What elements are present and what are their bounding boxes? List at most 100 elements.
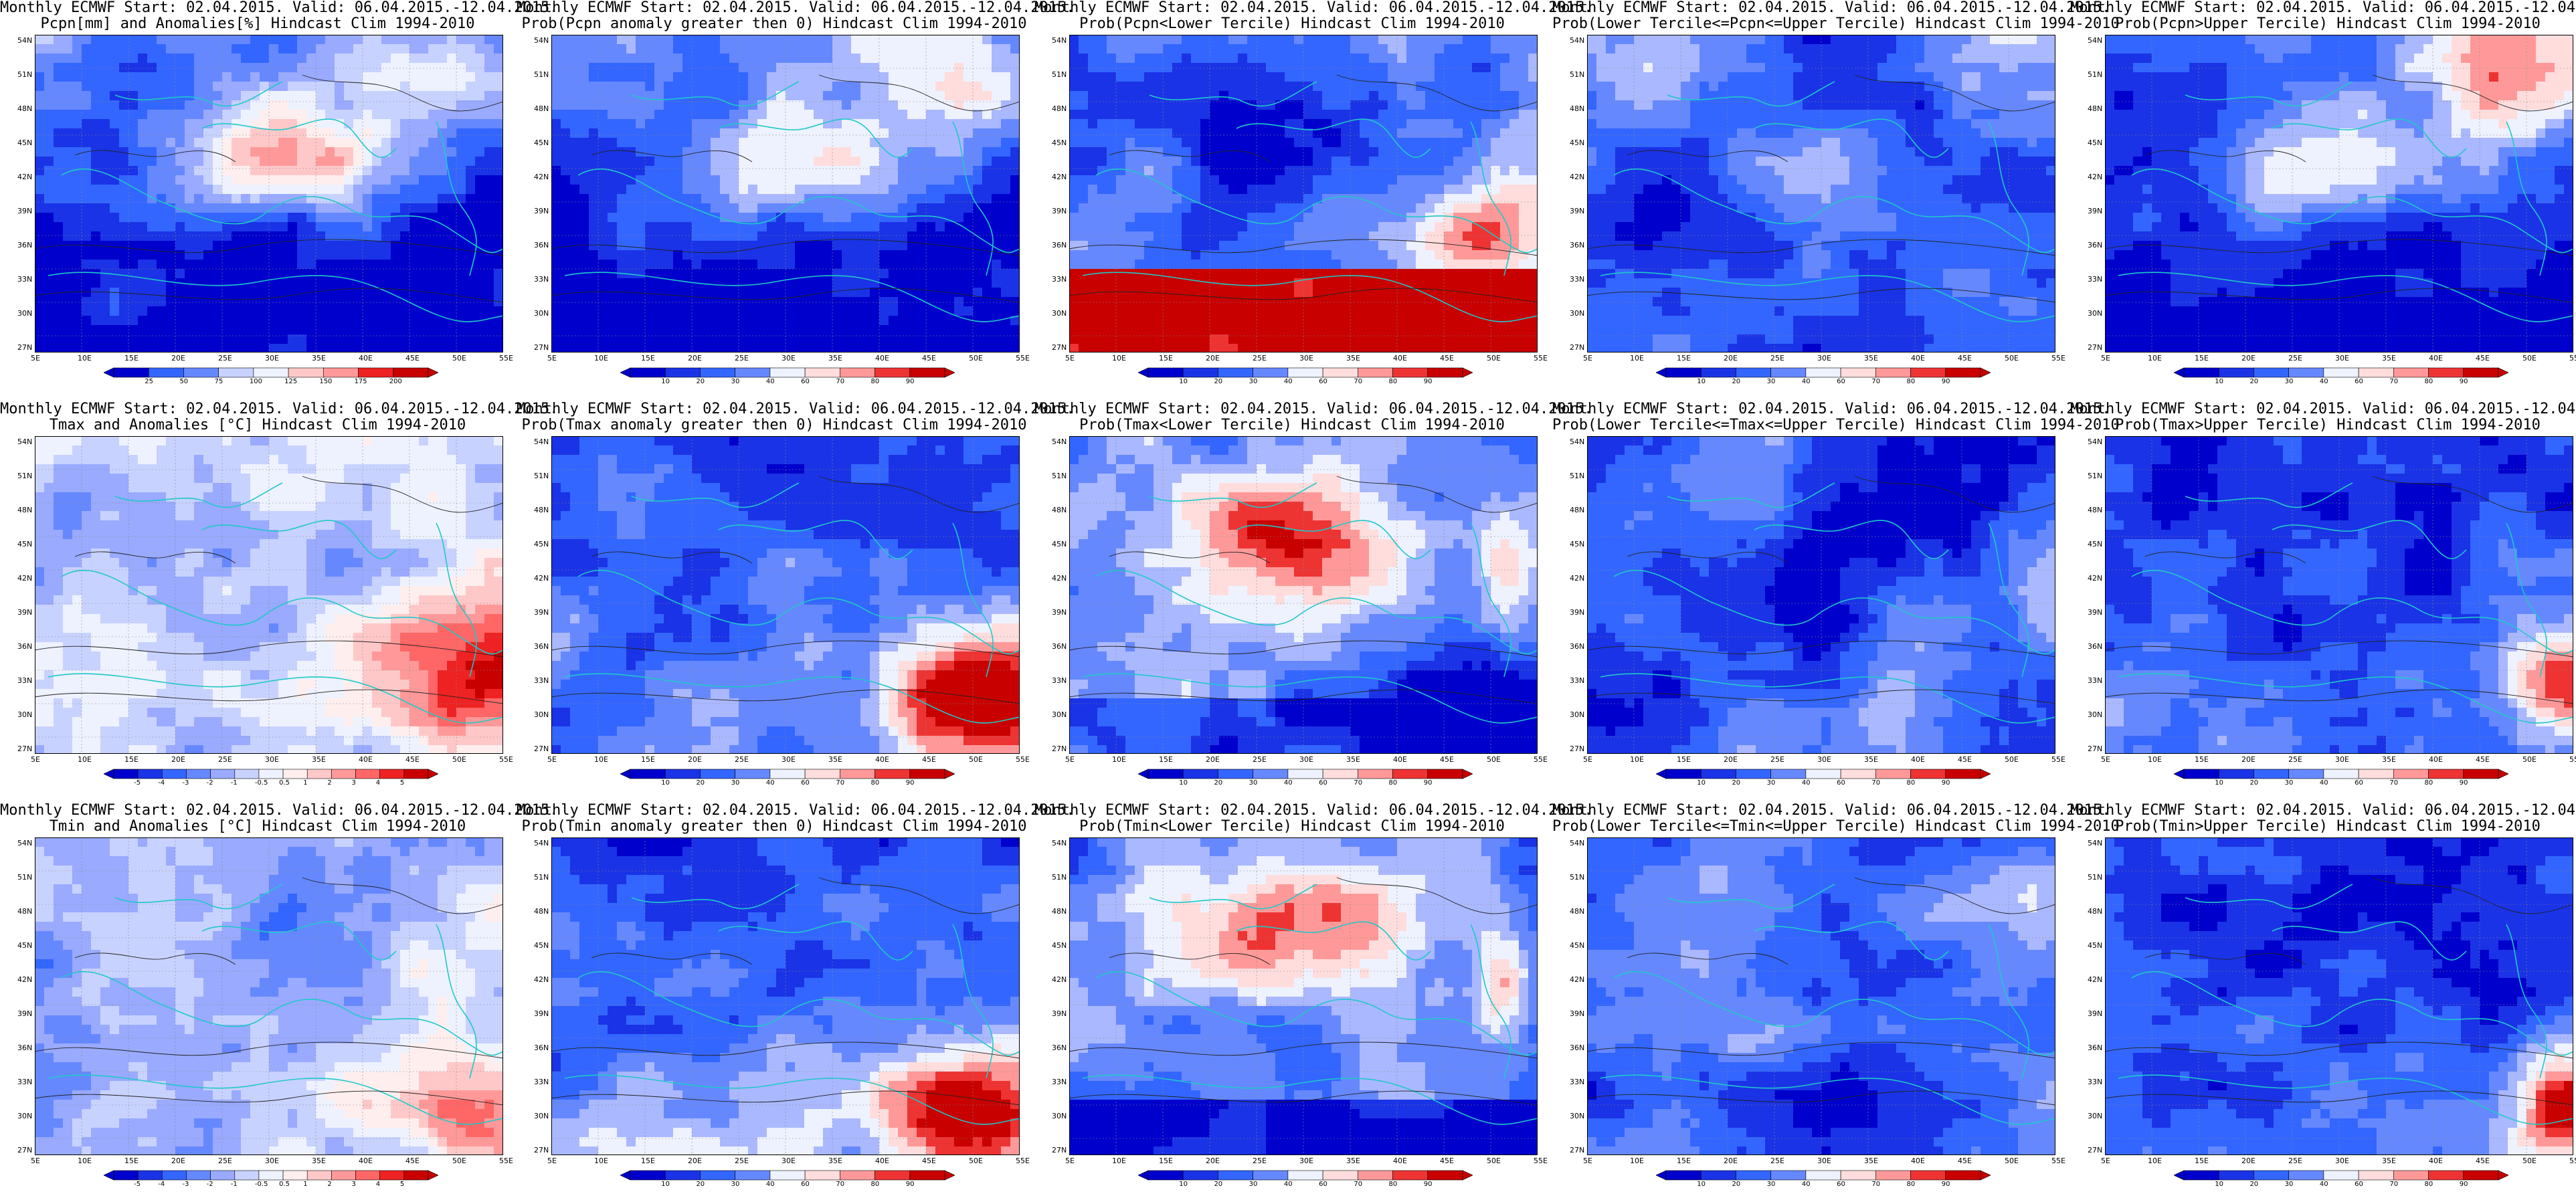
lat-tick-label: 54N [534,437,549,446]
lat-tick-label: 27N [2088,343,2102,352]
map-panel: Monthly ECMWF Start: 02.04.2015. Valid: … [0,401,558,803]
shaded-field [35,837,503,1155]
contour-lines [1069,74,1538,303]
colorbar-label: 40 [2320,779,2328,787]
colorbar-label: 70 [1871,779,1880,787]
lat-tick-label: 54N [1052,839,1067,847]
lat-tick-label: 27N [1570,744,1584,753]
lat-tick-label: 45N [2088,540,2102,548]
lon-tick-label: 50E [1487,354,1501,363]
colorbar-label: -2 [207,1181,213,1188]
lat-tick-label: 48N [534,104,549,113]
lon-tick-label: 50E [2522,354,2537,363]
contour-lines [35,877,503,1106]
colorbar-label: -3 [182,779,189,787]
panel-title-line1: Monthly ECMWF Start: 02.04.2015. Valid: … [0,0,558,16]
lat-tick-label: 42N [17,975,32,984]
lon-tick-label: 40E [1393,755,1407,764]
lon-tick-label: 40E [1911,755,1925,764]
forecast-map [2105,837,2573,1155]
lon-tick-label: 25E [1253,1157,1267,1165]
lon-tick-label: 30E [781,1157,796,1165]
colorbar-label: 40 [1284,378,1293,385]
colorbar-label: 60 [1837,378,1845,385]
lon-tick-label: 35E [1864,755,1878,764]
colorbar-label: 175 [355,378,367,385]
colorbar-label: 40 [1802,779,1811,787]
lon-tick-label: 55E [1016,755,1030,764]
lat-tick-label: 42N [2088,975,2102,984]
forecast-map [35,436,503,754]
coastlines [1082,482,1538,724]
lat-tick-label: 27N [17,1146,32,1155]
lat-tick-label: 27N [534,343,549,352]
panel-title-line2: Prob(Tmax<Lower Tercile) Hindcast Clim 1… [1034,417,1550,433]
colorbar-label: 60 [1319,378,1327,385]
lat-tick-label: 33N [534,275,549,284]
colorbar [1656,1170,1991,1181]
lon-tick-label: 45E [2476,1157,2490,1165]
lon-tick-label: 25E [2288,1157,2302,1165]
colorbar-label: 10 [1179,1181,1188,1188]
colorbar-label: 90 [906,378,915,385]
colorbar [104,769,438,779]
shaded-field [1587,436,2055,754]
lon-tick-label: 35E [1864,1157,1878,1165]
colorbar-label: 70 [1354,378,1362,385]
lon-tick-label: 40E [359,1157,373,1165]
lat-tick-label: 30N [1570,1112,1584,1120]
lon-tick-label: 35E [2382,1157,2396,1165]
lat-tick-label: 42N [1052,975,1067,984]
colorbar-label: 60 [2355,779,2363,787]
lon-tick-label: 15E [124,1157,139,1165]
lat-tick-label: 45N [534,941,549,950]
lon-tick-label: 10E [2148,354,2162,363]
colorbar-label: 60 [1837,1181,1845,1188]
colorbar-label: 200 [389,378,402,385]
coastlines [48,482,503,724]
lat-tick-label: 48N [17,506,32,514]
lon-tick-label: 10E [1112,1157,1126,1165]
panel-title-line1: Monthly ECMWF Start: 02.04.2015. Valid: … [1034,0,1592,16]
lat-tick-label: 45N [1052,941,1067,950]
colorbar-label: 30 [1249,779,1258,787]
lat-tick-label: 42N [534,173,549,181]
lat-tick-label: 48N [1052,104,1067,113]
colorbar-label: 30 [731,779,740,787]
lat-tick-label: 30N [1570,710,1584,719]
lat-tick-label: 54N [17,437,32,446]
lon-tick-label: 50E [2005,1157,2019,1165]
colorbar-label: 90 [1942,779,1950,787]
shaded-field [1587,35,2055,353]
lon-tick-label: 45E [1440,755,1454,764]
lat-tick-label: 51N [1570,472,1584,480]
forecast-map [1069,837,1538,1155]
lat-tick-label: 54N [1570,437,1584,446]
colorbar-label: 80 [2425,779,2433,787]
colorbar [1138,367,1473,378]
colorbar-label: 80 [1907,1181,1916,1188]
lon-tick-label: 5E [1065,1157,1075,1165]
lat-tick-label: 39N [2088,608,2102,617]
coastlines [564,482,1020,724]
lat-tick-label: 48N [2088,104,2102,113]
lon-tick-label: 35E [1864,354,1878,363]
panel-title-line2: Prob(Tmin>Upper Tercile) Hindcast Clim 1… [2070,819,2576,835]
lon-tick-label: 35E [1346,354,1360,363]
panel-title-line1: Monthly ECMWF Start: 02.04.2015. Valid: … [0,401,558,417]
coastlines [2118,482,2573,724]
colorbar-label: -4 [158,779,165,787]
lat-tick-label: 39N [2088,207,2102,215]
colorbar-label: 80 [1389,779,1398,787]
map-panel: Monthly ECMWF Start: 02.04.2015. Valid: … [1034,803,1592,1204]
colorbar-label: 25 [145,378,153,385]
lat-tick-label: 33N [17,676,32,685]
lon-tick-label: 20E [688,1157,702,1165]
lon-tick-label: 25E [1770,354,1784,363]
lon-tick-label: 55E [2051,1157,2065,1165]
lon-tick-label: 40E [2429,354,2443,363]
contour-lines [2105,74,2573,303]
colorbar [620,769,955,779]
lat-tick-label: 30N [1052,309,1067,318]
colorbar-label: 10 [2215,1181,2223,1188]
